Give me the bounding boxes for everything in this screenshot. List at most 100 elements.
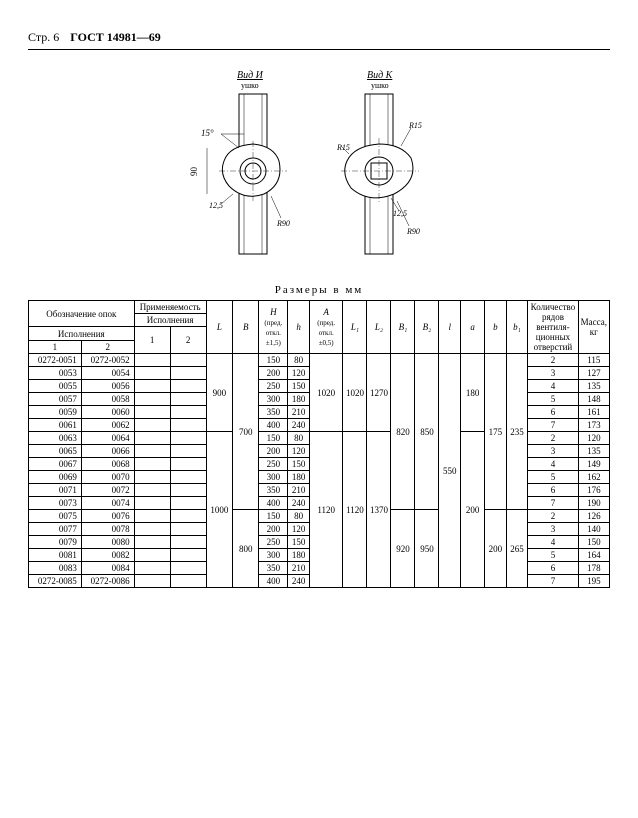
cell-d2: 0080 (81, 536, 134, 549)
cell-app2 (170, 536, 206, 549)
svg-text:R15: R15 (408, 121, 422, 130)
th-b: b (485, 301, 507, 354)
cell-app2 (170, 406, 206, 419)
th-e2: 2 (81, 341, 134, 354)
cell-b: 200 (485, 510, 507, 588)
cell-h: 210 (288, 484, 310, 497)
cell-vent: 4 (528, 458, 578, 471)
cell-vent: 4 (528, 536, 578, 549)
cell-a: 180 (461, 354, 485, 432)
cell-vent: 5 (528, 471, 578, 484)
cell-app2 (170, 471, 206, 484)
cell-vent: 7 (528, 575, 578, 588)
cell-H: 400 (259, 419, 288, 432)
cell-d1: 0057 (29, 393, 82, 406)
cell-d1: 0063 (29, 432, 82, 445)
cell-app2 (170, 510, 206, 523)
cell-app1 (134, 393, 170, 406)
cell-mass: 135 (578, 445, 609, 458)
cell-mass: 126 (578, 510, 609, 523)
cell-d1: 0075 (29, 510, 82, 523)
page-header: Стр. 6 ГОСТ 14981—69 (28, 30, 610, 45)
cell-mass: 148 (578, 393, 609, 406)
table-title: Размеры в мм (28, 284, 610, 296)
cell-d1: 0272-0051 (29, 354, 82, 367)
cell-b: 175 (485, 354, 507, 510)
cell-d1: 0083 (29, 562, 82, 575)
th-vent: Количество рядов вентиля­ционных отвер­с… (528, 301, 578, 354)
view-k-label: Вид К (367, 70, 394, 81)
th-a1: 1 (134, 327, 170, 354)
th-L1: L₁ (343, 301, 367, 354)
cell-A: 1020 (309, 354, 343, 432)
cell-app1 (134, 406, 170, 419)
cell-d1: 0053 (29, 367, 82, 380)
cell-vent: 3 (528, 523, 578, 536)
svg-text:R90: R90 (276, 219, 290, 228)
th-h: h (288, 301, 310, 354)
cell-mass: 178 (578, 562, 609, 575)
cell-app2 (170, 419, 206, 432)
th-a: a (461, 301, 485, 354)
cell-app2 (170, 549, 206, 562)
cell-H: 150 (259, 432, 288, 445)
cell-d2: 0054 (81, 367, 134, 380)
cell-app2 (170, 575, 206, 588)
cell-B1: 920 (391, 510, 415, 588)
th-L2: L₂ (367, 301, 391, 354)
gost-number: ГОСТ 14981—69 (70, 30, 161, 44)
cell-H: 350 (259, 406, 288, 419)
cell-app2 (170, 354, 206, 367)
cell-h: 210 (288, 406, 310, 419)
cell-H: 400 (259, 575, 288, 588)
dimensions-table: Обозначение опок Применяемость L B H(пре… (28, 300, 610, 588)
cell-d2: 0072 (81, 484, 134, 497)
header-rule (28, 49, 610, 50)
th-l: l (439, 301, 461, 354)
cell-B2: 850 (415, 354, 439, 510)
svg-text:15°: 15° (201, 128, 214, 138)
page-number: Стр. 6 (28, 30, 59, 44)
cell-vent: 5 (528, 393, 578, 406)
cell-mass: 115 (578, 354, 609, 367)
cell-d1: 0077 (29, 523, 82, 536)
cell-d1: 0272-0085 (29, 575, 82, 588)
cell-h: 240 (288, 419, 310, 432)
cell-H: 300 (259, 471, 288, 484)
cell-vent: 4 (528, 380, 578, 393)
cell-d2: 0084 (81, 562, 134, 575)
th-A: A(пред. откл. ±0,5) (309, 301, 343, 354)
cell-app2 (170, 458, 206, 471)
cell-mass: 120 (578, 432, 609, 445)
cell-d2: 0076 (81, 510, 134, 523)
cell-H: 350 (259, 484, 288, 497)
cell-H: 150 (259, 354, 288, 367)
cell-vent: 2 (528, 510, 578, 523)
cell-vent: 7 (528, 497, 578, 510)
cell-h: 180 (288, 471, 310, 484)
cell-B1: 820 (391, 354, 415, 510)
th-B: B (233, 301, 259, 354)
cell-app1 (134, 458, 170, 471)
cell-H: 350 (259, 562, 288, 575)
cell-app1 (134, 484, 170, 497)
cell-d2: 0272-0086 (81, 575, 134, 588)
cell-L2: 1270 (367, 354, 391, 432)
cell-app1 (134, 523, 170, 536)
cell-B: 800 (233, 510, 259, 588)
cell-vent: 3 (528, 367, 578, 380)
cell-vent: 2 (528, 432, 578, 445)
th-e1: 1 (29, 341, 82, 354)
svg-text:ушко: ушко (371, 81, 389, 90)
cell-h: 150 (288, 380, 310, 393)
cell-d2: 0082 (81, 549, 134, 562)
cell-h: 150 (288, 458, 310, 471)
cell-app1 (134, 432, 170, 445)
cell-mass: 127 (578, 367, 609, 380)
cell-app2 (170, 393, 206, 406)
cell-L: 900 (206, 354, 232, 432)
cell-mass: 173 (578, 419, 609, 432)
cell-h: 80 (288, 354, 310, 367)
cell-d1: 0055 (29, 380, 82, 393)
cell-d1: 0079 (29, 536, 82, 549)
